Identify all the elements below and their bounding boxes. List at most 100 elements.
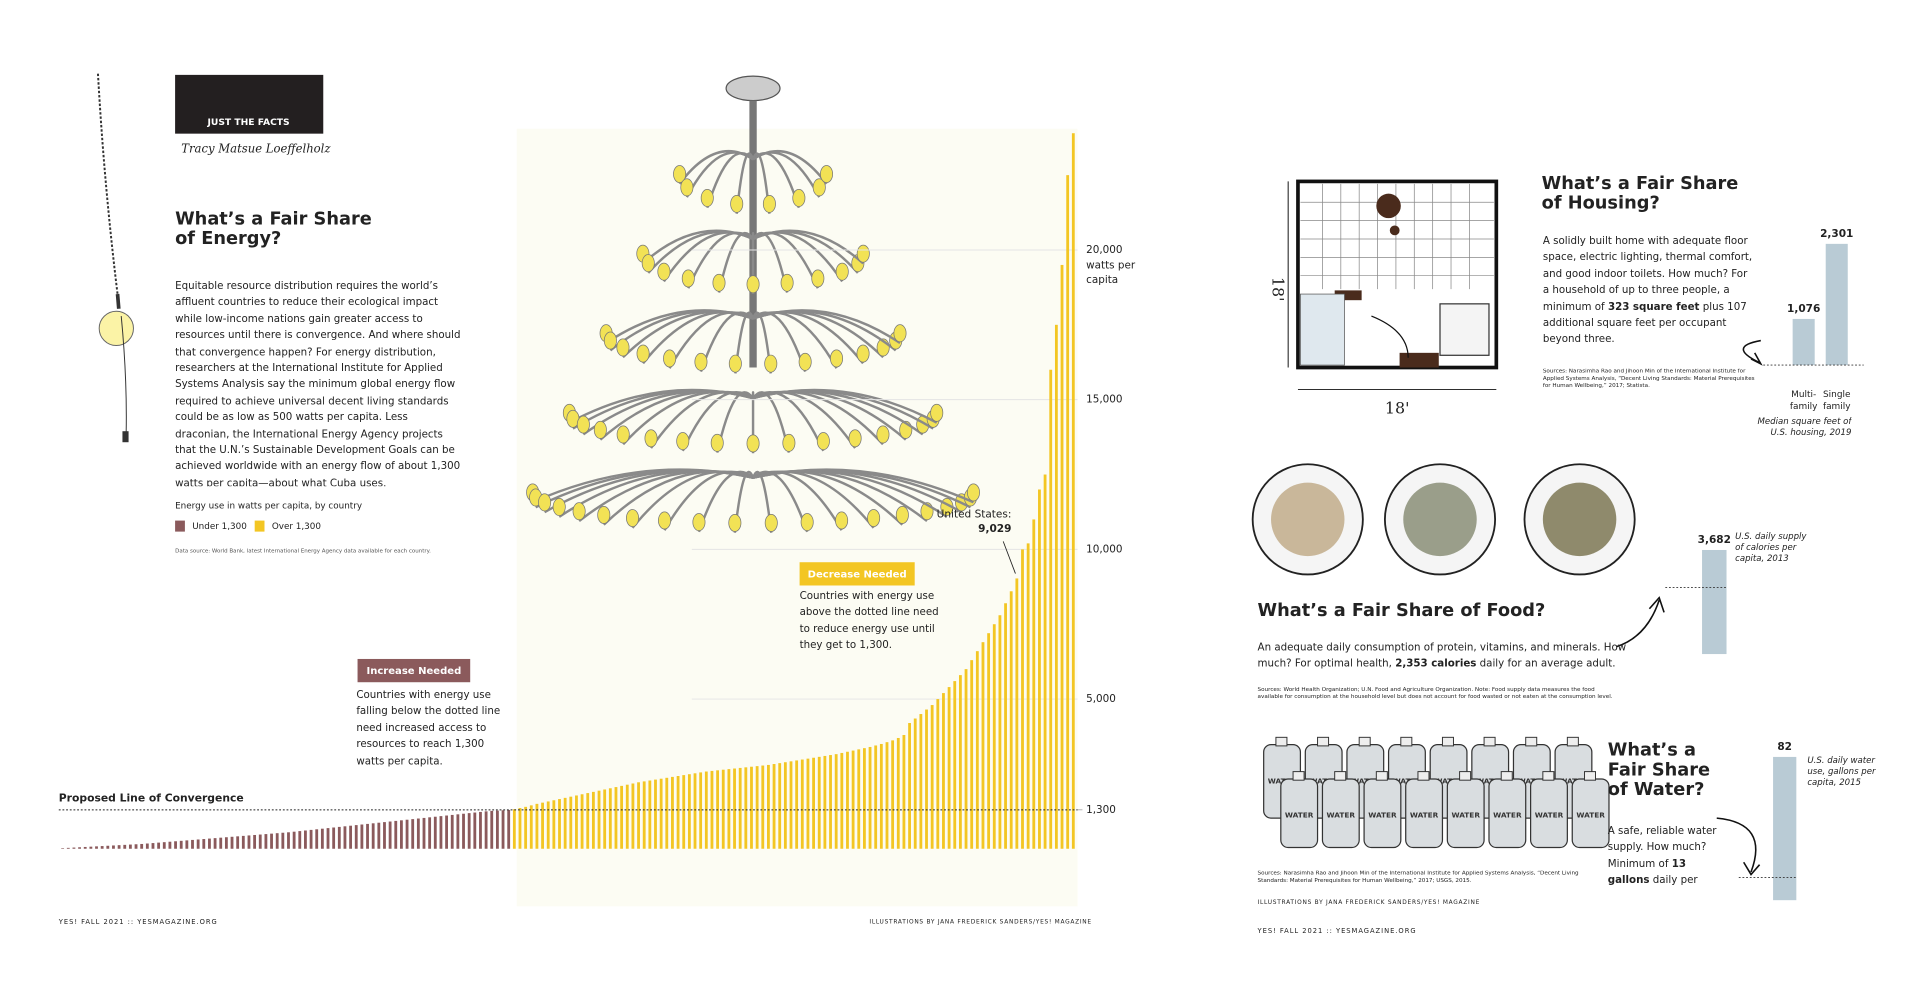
housing-source: Sources: Narasimha Rao and Jihoon Min of… [1542, 368, 1755, 390]
bar [975, 651, 979, 849]
bar [78, 847, 81, 849]
bar [772, 764, 776, 849]
bar [987, 633, 991, 849]
y-tick-label: 5,000 [1086, 693, 1116, 705]
bar [473, 812, 477, 849]
bar [433, 816, 437, 849]
chandelier-bulb [746, 275, 760, 294]
bar [512, 809, 516, 849]
bar [349, 825, 353, 849]
chandelier-arm [752, 468, 974, 504]
plate-food [1403, 482, 1477, 557]
bar [1043, 474, 1047, 849]
jug-label: WATER [1451, 811, 1480, 820]
bar [168, 841, 172, 849]
plates-illustration [1251, 463, 1636, 576]
bar [145, 843, 149, 849]
chandelier-bulb [616, 338, 630, 357]
footer: YES! FALL 2021 :: YESMAGAZINE.ORG [1257, 927, 1417, 935]
reference-label: Proposed Line of Convergence [59, 792, 244, 805]
jug-label: WATER [1535, 811, 1564, 820]
bar [925, 709, 928, 849]
bar [371, 823, 375, 849]
bar [891, 740, 895, 849]
chart-source: Data source: World Bank, latest Internat… [175, 549, 431, 555]
y-tick-label: 1,300 [1086, 804, 1116, 816]
bar [744, 767, 748, 849]
chandelier-bulb [710, 433, 724, 452]
annotation-text-box: Countries with energy use above the dott… [800, 589, 939, 650]
bar [840, 752, 844, 849]
bar [383, 822, 386, 849]
article-title: What’s a Fair Share of Energy? [175, 209, 372, 249]
dresser [1399, 352, 1439, 368]
bar [767, 764, 770, 849]
jug-cap [1441, 736, 1454, 747]
article-body: Equitable resource distribution requires… [175, 279, 461, 487]
highlight-label: United States: [937, 508, 1012, 520]
body-bold: 13 gallons [1607, 857, 1686, 886]
jug-cap [1566, 736, 1579, 747]
bar [721, 769, 725, 849]
desk [1334, 290, 1362, 301]
bar [947, 687, 951, 849]
chandelier-bulb [966, 483, 980, 502]
bar [665, 777, 669, 849]
bar [287, 832, 290, 849]
water-title-box: What’s a Fair Share of Water? [1608, 741, 1710, 800]
floorplan-illustration [1287, 179, 1499, 391]
bar [1792, 318, 1815, 366]
chandelier-illustration [526, 75, 980, 533]
bar [343, 826, 347, 849]
chandelier-bulb [876, 425, 890, 444]
bar [699, 772, 703, 849]
jug-label: WATER [1368, 811, 1397, 820]
jug-cap [1525, 736, 1538, 747]
jug-cap [1358, 736, 1371, 747]
chandelier-bulb [576, 415, 590, 434]
bar [89, 846, 93, 849]
body-text: daily per capita. [1608, 873, 1698, 892]
bar [603, 789, 607, 849]
bar [264, 834, 268, 849]
bar [558, 799, 561, 849]
bar [366, 823, 369, 849]
bar [908, 723, 911, 849]
bar [608, 788, 612, 849]
legend-label: Under 1,300 [192, 522, 247, 532]
housing-body: A solidly built home with adequate floor… [1543, 233, 1754, 348]
jug-label: WATER [1309, 776, 1338, 785]
bar [275, 833, 279, 849]
bar [428, 817, 432, 849]
jug-label: WATER [1268, 776, 1297, 785]
bar [479, 811, 482, 849]
chandelier-bulb [692, 513, 706, 532]
water-jugs-illustration: WATER WATER WATER WATER WATER WATER WATER WATER… [1263, 736, 1610, 849]
chandelier-bulb [730, 194, 744, 213]
bar [1009, 591, 1013, 849]
bar [806, 758, 810, 849]
bar [913, 718, 917, 849]
chart-caption-box: U.S. daily water use, gallons per capita… [1807, 756, 1875, 788]
annotation-text: Countries with energy use falling below … [356, 688, 501, 767]
bar [851, 750, 855, 849]
bar [580, 794, 584, 849]
housing-title: What’s a Fair Share of Housing? [1541, 174, 1739, 214]
body-text: plus 107 additional square feet per occu… [1542, 299, 1747, 345]
chandelier-bulb [644, 429, 658, 448]
bar [750, 766, 753, 849]
chandelier-bulb [856, 344, 870, 363]
jug-cap [1334, 771, 1347, 781]
chandelier-bulb [603, 331, 617, 350]
bar [112, 845, 115, 849]
legend-label: Over 1,300 [272, 522, 322, 532]
bar [812, 757, 815, 849]
chandelier-bulb [641, 254, 655, 273]
bar [671, 776, 674, 849]
bar [992, 624, 996, 849]
food-body: An adequate daily consumption of protein… [1258, 639, 1650, 672]
light-bulb [98, 310, 134, 346]
bed [1439, 303, 1490, 356]
bar [304, 830, 307, 849]
water-source: Sources: Narasimha Rao and Jihoon Min of… [1257, 870, 1579, 885]
